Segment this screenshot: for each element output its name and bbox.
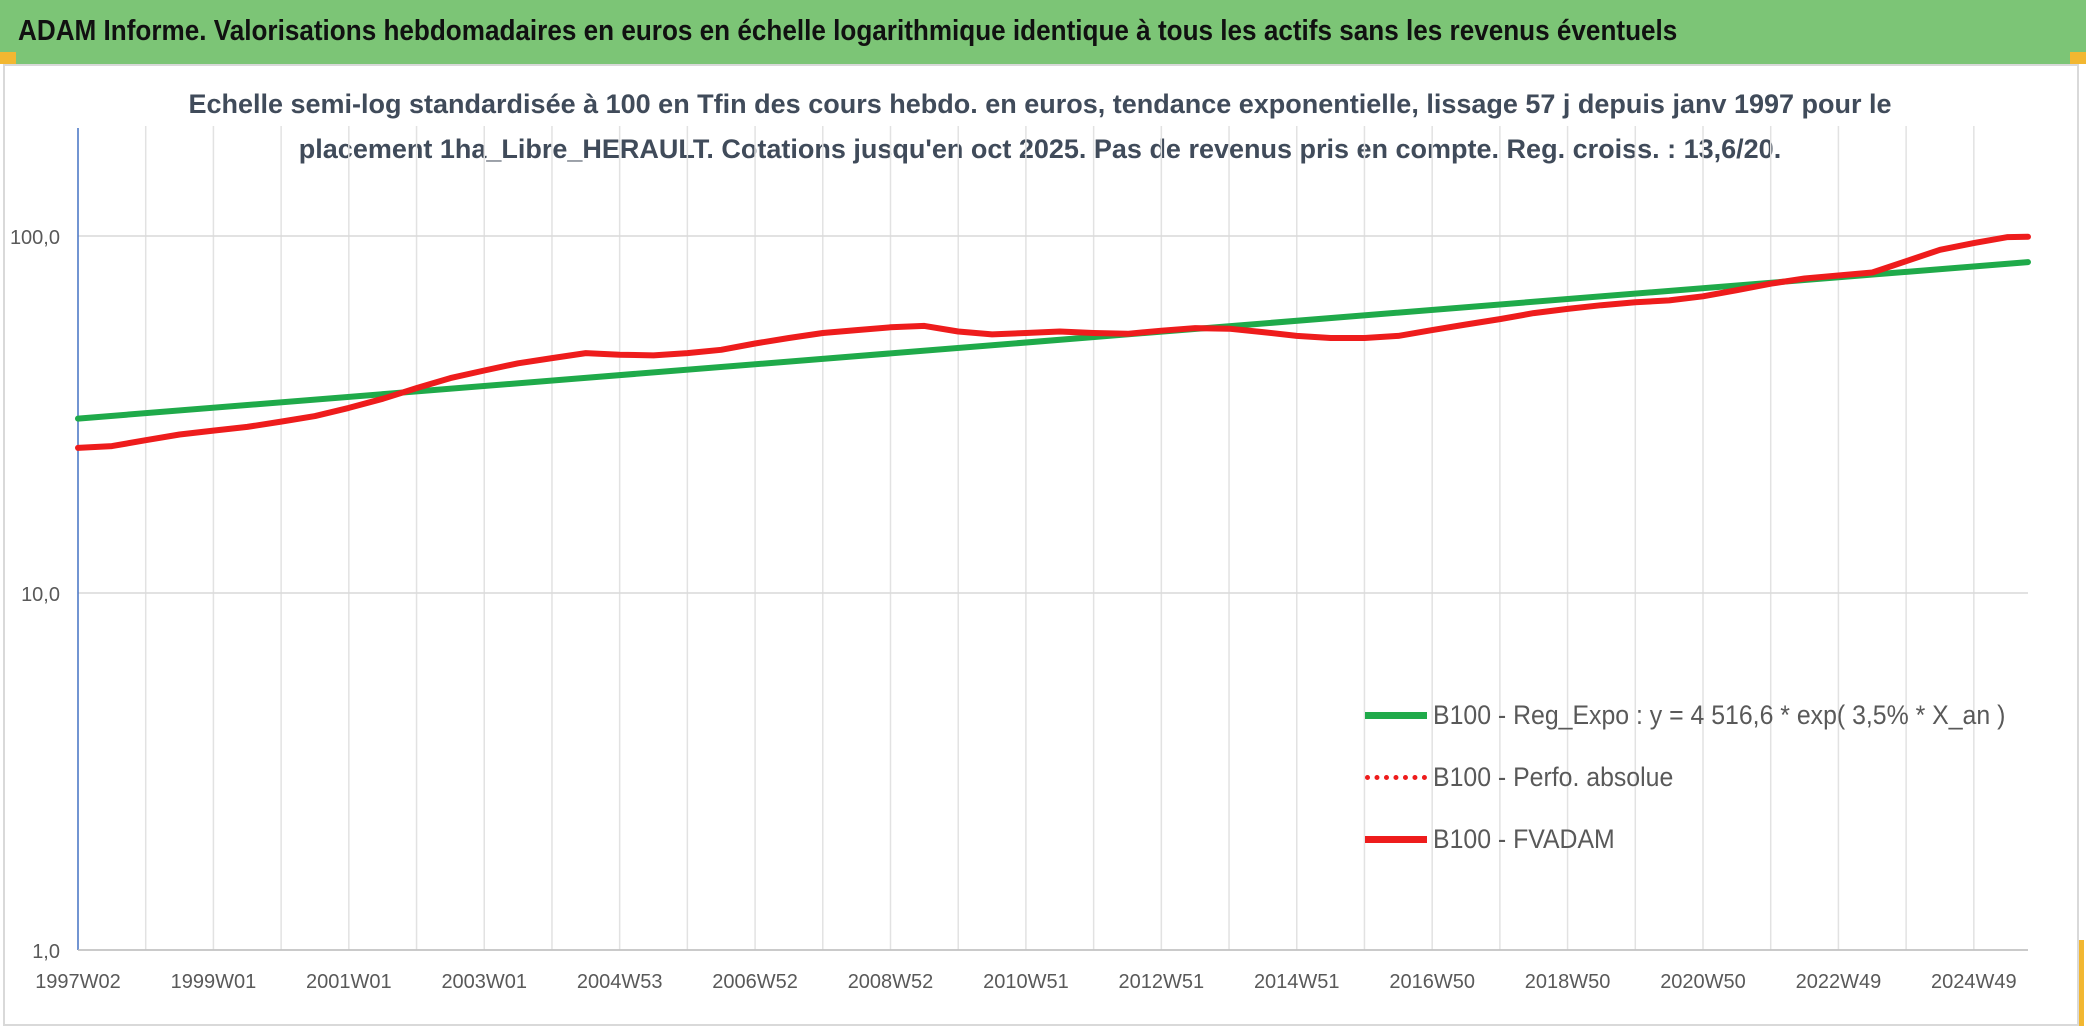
x-tick-label: 2022W49 <box>1796 971 1882 993</box>
corner-accent-top-left <box>0 52 16 64</box>
x-tick-label: 2008W52 <box>848 971 934 993</box>
x-tick-label: 2024W49 <box>1931 971 2017 993</box>
chart-title-line-2: placement 1ha_Libre_HERAULT. Cotations j… <box>298 134 1782 164</box>
x-tick-label: 1999W01 <box>171 971 257 993</box>
y-tick-label: 100,0 <box>10 227 60 249</box>
side-accent-right <box>2079 940 2084 1026</box>
header-band <box>0 0 2086 64</box>
page-title: ADAM Informe. Valorisations hebdomadaire… <box>18 15 1678 47</box>
x-tick-label: 2016W50 <box>1389 971 1475 993</box>
legend-item-regression: B100 - Reg_Expo : y = 4 516,6 * exp( 3,5… <box>1365 684 2055 746</box>
legend-label-regression: B100 - Reg_Expo : y = 4 516,6 * exp( 3,5… <box>1433 699 2006 730</box>
x-tick-label: 2003W01 <box>441 971 527 993</box>
legend-swatch-regression <box>1365 711 1427 719</box>
chart-title: Echelle semi-log standardisée à 100 en T… <box>140 82 1940 172</box>
x-tick-label: 2014W51 <box>1254 971 1340 993</box>
y-tick-label: 1,0 <box>32 941 60 963</box>
legend-item-perfo: B100 - Perfo. absolue <box>1365 746 2055 808</box>
x-tick-label: 1997W02 <box>35 971 121 993</box>
legend-label-fvadam: B100 - FVADAM <box>1433 823 1615 854</box>
chart-legend: B100 - Reg_Expo : y = 4 516,6 * exp( 3,5… <box>1365 684 2055 870</box>
legend-swatch-fvadam <box>1365 835 1427 843</box>
legend-label-perfo: B100 - Perfo. absolue <box>1433 761 1674 792</box>
legend-swatch-perfo <box>1365 774 1427 780</box>
x-tick-label: 2020W50 <box>1660 971 1746 993</box>
x-tick-label: 2004W53 <box>577 971 663 993</box>
corner-accent-top-right <box>2070 52 2086 64</box>
chart-title-line-1: Echelle semi-log standardisée à 100 en T… <box>188 89 1892 119</box>
series-line-0 <box>75 259 2031 422</box>
legend-item-fvadam: B100 - FVADAM <box>1365 808 2055 870</box>
x-tick-label: 2012W51 <box>1119 971 1205 993</box>
x-tick-label: 2010W51 <box>983 971 1069 993</box>
y-tick-label: 10,0 <box>21 584 60 606</box>
x-tick-label: 2006W52 <box>712 971 798 993</box>
x-tick-label: 2001W01 <box>306 971 392 993</box>
x-tick-label: 2018W50 <box>1525 971 1611 993</box>
series-line-2 <box>75 233 2031 451</box>
